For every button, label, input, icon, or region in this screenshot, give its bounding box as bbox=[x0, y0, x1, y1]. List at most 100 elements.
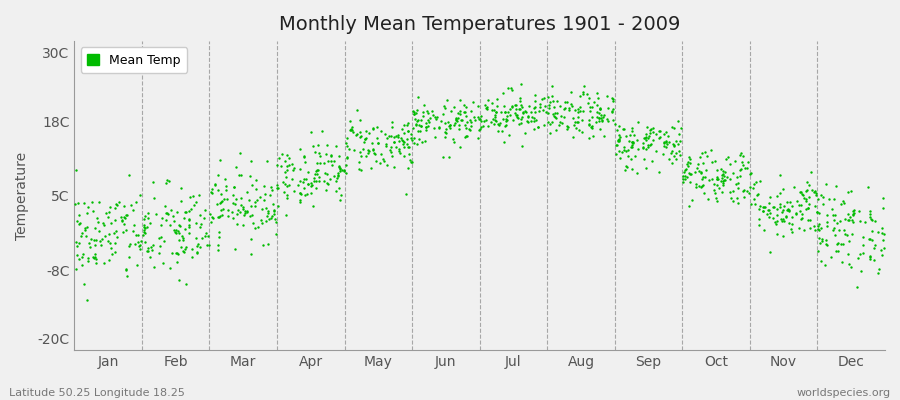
Point bbox=[678, 172, 692, 179]
Point bbox=[705, 159, 719, 166]
Point bbox=[79, 296, 94, 303]
Point bbox=[320, 180, 334, 186]
Point bbox=[652, 134, 667, 140]
Point bbox=[177, 209, 192, 215]
Point bbox=[256, 219, 270, 226]
Point bbox=[416, 112, 430, 119]
Point bbox=[81, 258, 95, 265]
Point bbox=[730, 195, 744, 202]
Point bbox=[762, 210, 777, 216]
Point bbox=[238, 208, 252, 214]
Point bbox=[488, 114, 502, 120]
Point bbox=[571, 106, 585, 112]
Point bbox=[344, 126, 358, 132]
Point bbox=[350, 107, 365, 114]
Point bbox=[194, 212, 208, 218]
Point bbox=[403, 157, 418, 164]
Point bbox=[725, 188, 740, 195]
Point bbox=[256, 242, 271, 248]
Point bbox=[73, 220, 87, 226]
Point bbox=[386, 163, 400, 170]
Point bbox=[452, 126, 466, 133]
Point bbox=[545, 98, 560, 104]
Point bbox=[545, 111, 560, 118]
Title: Monthly Mean Temperatures 1901 - 2009: Monthly Mean Temperatures 1901 - 2009 bbox=[279, 15, 680, 34]
Point bbox=[375, 156, 390, 162]
Point bbox=[130, 232, 145, 239]
Point bbox=[611, 137, 625, 144]
Point bbox=[770, 193, 784, 199]
Point bbox=[160, 177, 175, 183]
Point bbox=[750, 192, 764, 198]
Point bbox=[680, 159, 695, 165]
Point bbox=[260, 210, 274, 216]
Point bbox=[645, 125, 660, 132]
Point bbox=[710, 175, 724, 182]
Point bbox=[853, 218, 868, 224]
Point bbox=[514, 116, 528, 122]
Point bbox=[400, 136, 414, 142]
Point bbox=[168, 250, 183, 256]
Point bbox=[774, 216, 788, 222]
Point bbox=[568, 107, 582, 113]
Point bbox=[392, 146, 406, 152]
Point bbox=[853, 250, 868, 257]
Point bbox=[156, 259, 170, 266]
Point bbox=[331, 184, 346, 191]
Point bbox=[396, 140, 410, 147]
Point bbox=[669, 156, 683, 162]
Point bbox=[357, 136, 372, 142]
Point bbox=[71, 200, 86, 206]
Point bbox=[392, 138, 406, 144]
Point bbox=[175, 233, 189, 239]
Point bbox=[230, 220, 245, 227]
Point bbox=[310, 160, 324, 166]
Point bbox=[682, 179, 697, 185]
Point bbox=[297, 154, 311, 160]
Point bbox=[657, 140, 671, 146]
Point bbox=[613, 134, 627, 140]
Point bbox=[343, 126, 357, 133]
Point bbox=[683, 171, 698, 178]
Point bbox=[676, 173, 690, 179]
Point bbox=[240, 208, 255, 215]
Point bbox=[833, 218, 848, 224]
Point bbox=[744, 201, 759, 207]
Point bbox=[515, 114, 529, 120]
Point bbox=[410, 116, 425, 123]
Point bbox=[752, 190, 766, 197]
Point bbox=[580, 100, 595, 106]
Point bbox=[392, 150, 407, 156]
Point bbox=[360, 150, 374, 157]
Point bbox=[174, 244, 188, 250]
Point bbox=[228, 246, 242, 252]
Point bbox=[159, 210, 174, 216]
Point bbox=[778, 203, 792, 209]
Point bbox=[119, 227, 133, 234]
Point bbox=[591, 118, 606, 124]
Point bbox=[878, 231, 892, 237]
Point bbox=[168, 229, 183, 236]
Point bbox=[600, 117, 615, 124]
Point bbox=[292, 146, 307, 152]
Point bbox=[826, 217, 841, 223]
Point bbox=[706, 186, 721, 193]
Point bbox=[145, 247, 159, 253]
Point bbox=[132, 241, 147, 248]
Point bbox=[800, 179, 814, 185]
Point bbox=[211, 242, 225, 248]
Point bbox=[193, 244, 207, 250]
Point bbox=[338, 170, 353, 176]
Point bbox=[119, 211, 133, 218]
Point bbox=[309, 168, 323, 174]
Point bbox=[782, 220, 796, 226]
Point bbox=[212, 234, 226, 240]
Point bbox=[174, 198, 188, 205]
Point bbox=[757, 226, 771, 233]
Point bbox=[645, 137, 660, 144]
Point bbox=[146, 242, 160, 249]
Point bbox=[749, 179, 763, 186]
Point bbox=[184, 246, 199, 253]
Point bbox=[835, 198, 850, 204]
Point bbox=[471, 114, 485, 120]
